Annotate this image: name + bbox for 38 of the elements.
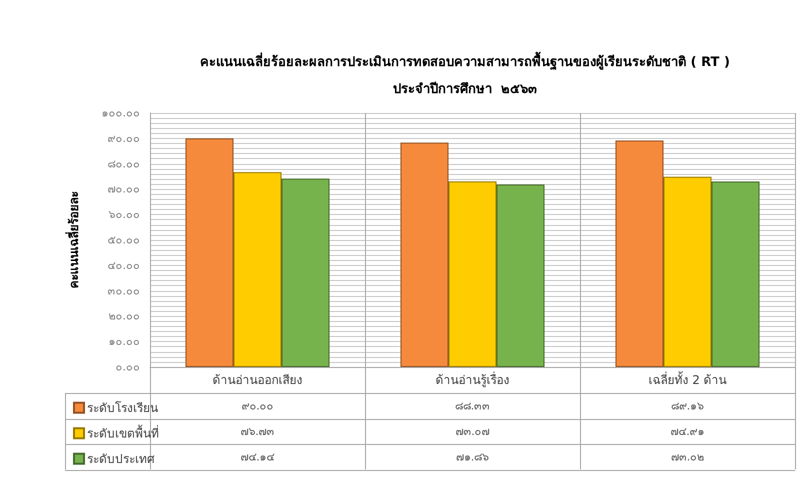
data-label: ๗๔.๑๔ bbox=[240, 450, 275, 464]
data-label: ๘๙.๑๖ bbox=[670, 399, 704, 412]
data-label: ๗๓.๐๗ bbox=[455, 424, 490, 438]
legend-label: ระดับโรงเรียน bbox=[87, 400, 158, 415]
y-tick-label: ๙๐.๐๐ bbox=[108, 132, 140, 145]
y-tick-label: ๒๐.๐๐ bbox=[108, 310, 140, 323]
chart-title: คะแนนเฉลี่ยร้อยละผลการประเมินการทดสอบความสามารถพื้นฐานของผู้เรียนระดับชาติ ( RT ) bbox=[200, 51, 730, 71]
y-tick-label: ๑๐๐.๐๐ bbox=[102, 106, 140, 120]
y-tick-label: ๓๐.๐๐ bbox=[108, 284, 140, 298]
y-tick-label: ๖๐.๐๐ bbox=[108, 208, 140, 222]
y-axis-title: คะแนนเฉลี่ยร้อยละ bbox=[65, 192, 81, 288]
y-tick-label: ๑๐.๐๐ bbox=[108, 335, 140, 348]
bar bbox=[400, 142, 448, 367]
data-label: ๙๐.๐๐ bbox=[241, 399, 274, 412]
y-tick-label: ๕๐.๐๐ bbox=[108, 234, 140, 246]
bar bbox=[448, 181, 497, 367]
bar bbox=[496, 184, 545, 367]
bar bbox=[712, 182, 760, 367]
data-label: ๗๑.๘๖ bbox=[456, 450, 490, 464]
legend-label: ระดับเขตพื้นที่ bbox=[87, 424, 159, 440]
data-label: ๗๔.๙๑ bbox=[670, 424, 705, 438]
legend-label: ระดับประเทศ bbox=[87, 452, 155, 466]
bar bbox=[185, 138, 234, 367]
x-tick-label: เฉลี่ยทั้ง 2 ด้าน bbox=[648, 371, 727, 387]
data-label: ๗๓.๐๒ bbox=[670, 450, 704, 464]
y-tick-label: ๐.๐๐ bbox=[116, 360, 140, 374]
x-tick-label: ด้านอ่านรู้เรื่อง bbox=[436, 371, 510, 388]
bar bbox=[282, 178, 330, 367]
y-tick-label: ๔๐.๐๐ bbox=[108, 258, 140, 272]
bar bbox=[233, 172, 282, 367]
y-tick-label: ๘๐.๐๐ bbox=[108, 157, 140, 170]
bar bbox=[663, 176, 712, 367]
data-label: ๘๘.๓๓ bbox=[454, 399, 490, 412]
x-tick-label: ด้านอ่านออกเสียง bbox=[212, 373, 302, 387]
chart-subtitle: ประจำปีการศึกษา ๒๕๖๓ bbox=[392, 81, 538, 97]
y-tick-label: ๗๐.๐๐ bbox=[108, 182, 140, 196]
data-label: ๗๖.๗๓ bbox=[240, 424, 275, 438]
bar bbox=[615, 140, 664, 367]
